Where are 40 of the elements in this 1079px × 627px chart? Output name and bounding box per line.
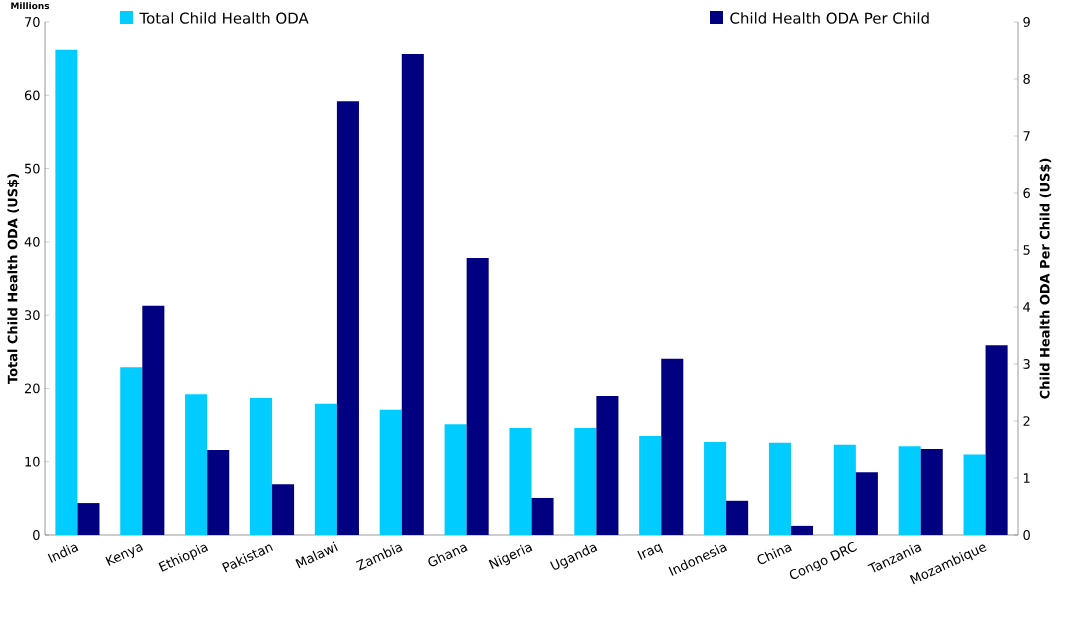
y-axis-title: Total Child Health ODA (US$) <box>7 174 20 384</box>
y-tick-label: 40 <box>24 236 40 247</box>
bar <box>314 403 337 535</box>
y2-tick-label: 8 <box>1023 74 1030 84</box>
x-tick-label: China <box>757 544 792 564</box>
bar <box>790 525 814 535</box>
bar <box>55 49 78 535</box>
legend-label: Child Health ODA Per Child <box>730 12 929 24</box>
y-tick-label: 70 <box>25 17 40 27</box>
y2-axis-title: Child Health ODA Per Child (US$) <box>1039 158 1052 399</box>
y2-tick-label: 9 <box>1023 17 1030 27</box>
y2-tick-label: 1 <box>1023 473 1030 483</box>
y-tick-label: 60 <box>24 90 40 101</box>
bar <box>401 53 424 535</box>
bar <box>509 428 532 535</box>
bar <box>704 441 727 535</box>
text: Millions <box>11 2 50 10</box>
bar <box>466 257 489 535</box>
y2-tick-label: 4 <box>1023 302 1031 312</box>
x-tick-label: Iraq <box>637 543 664 560</box>
bar <box>77 503 100 535</box>
x-tick-label: India <box>47 544 79 563</box>
bar <box>985 345 1008 535</box>
y-tick-label: 0 <box>33 530 40 540</box>
y-tick-label: 30 <box>24 310 40 321</box>
bar <box>379 409 402 535</box>
bar <box>336 101 359 535</box>
y2-tick-label: 3 <box>1023 359 1030 369</box>
y2-tick-label: 5 <box>1023 245 1030 255</box>
legend-label: Total Child Health ODA <box>139 12 309 24</box>
x-tick-label: Kenya <box>105 544 144 566</box>
bar <box>768 442 791 535</box>
y-tick-label: 20 <box>24 383 40 394</box>
y2-tick-label: 6 <box>1023 188 1030 198</box>
y-tick-label: 10 <box>25 456 40 467</box>
y2-tick-label: 2 <box>1023 416 1030 426</box>
y2-tick-label: 0 <box>1023 530 1030 540</box>
bar <box>249 397 273 535</box>
y-tick-label: 50 <box>25 163 40 174</box>
y2-tick-label: 7 <box>1023 131 1030 141</box>
